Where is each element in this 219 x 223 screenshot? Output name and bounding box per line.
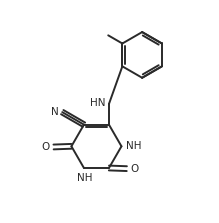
Text: HN: HN (90, 98, 105, 108)
Text: NH: NH (126, 141, 141, 151)
Text: O: O (130, 164, 139, 174)
Text: O: O (42, 142, 50, 152)
Text: N: N (51, 107, 59, 117)
Text: NH: NH (77, 173, 93, 184)
